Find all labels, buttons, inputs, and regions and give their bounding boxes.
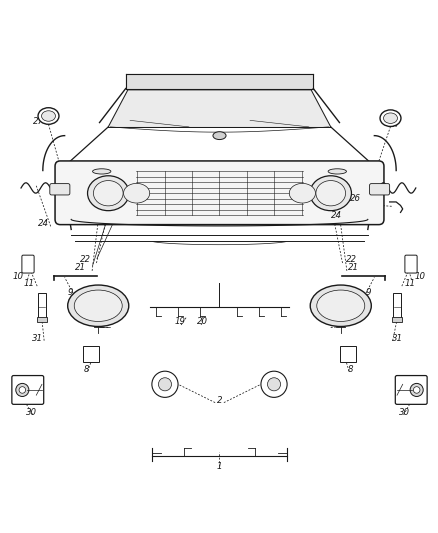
Circle shape <box>260 371 286 398</box>
FancyBboxPatch shape <box>339 346 355 362</box>
Text: 2: 2 <box>216 396 222 405</box>
Circle shape <box>152 371 178 398</box>
FancyBboxPatch shape <box>12 376 44 405</box>
Ellipse shape <box>409 383 422 397</box>
Text: 22: 22 <box>80 255 91 264</box>
FancyBboxPatch shape <box>55 161 383 224</box>
Text: 27: 27 <box>33 117 44 126</box>
Ellipse shape <box>19 386 25 393</box>
Text: 10: 10 <box>414 272 425 280</box>
Text: 9: 9 <box>68 288 73 297</box>
Ellipse shape <box>123 183 149 203</box>
Ellipse shape <box>87 176 129 211</box>
Text: 7: 7 <box>334 320 340 328</box>
Ellipse shape <box>309 176 351 211</box>
Ellipse shape <box>316 290 364 321</box>
Text: 31: 31 <box>391 334 402 343</box>
Text: 30: 30 <box>399 408 410 417</box>
Text: 30: 30 <box>25 408 36 417</box>
Ellipse shape <box>92 169 111 174</box>
Text: 10: 10 <box>13 272 24 280</box>
FancyBboxPatch shape <box>83 346 99 362</box>
Text: 24: 24 <box>330 211 341 220</box>
FancyBboxPatch shape <box>391 317 401 322</box>
FancyBboxPatch shape <box>38 293 46 320</box>
Ellipse shape <box>212 132 226 140</box>
Ellipse shape <box>315 181 345 206</box>
Text: 19: 19 <box>174 317 185 326</box>
FancyBboxPatch shape <box>369 183 389 195</box>
Text: 31: 31 <box>32 334 43 343</box>
Text: 8: 8 <box>84 365 89 374</box>
Text: 9: 9 <box>365 288 370 297</box>
Text: 1: 1 <box>216 462 222 471</box>
Text: 8: 8 <box>347 365 352 374</box>
Ellipse shape <box>383 113 396 124</box>
Text: 27: 27 <box>389 120 400 129</box>
Text: 20: 20 <box>196 317 207 326</box>
Ellipse shape <box>379 110 400 126</box>
Ellipse shape <box>16 383 29 397</box>
FancyBboxPatch shape <box>404 255 416 273</box>
Ellipse shape <box>38 108 59 124</box>
Ellipse shape <box>67 285 128 327</box>
Text: 22: 22 <box>345 255 356 264</box>
FancyBboxPatch shape <box>49 183 70 195</box>
Text: 26: 26 <box>349 195 360 204</box>
Text: 21: 21 <box>75 263 86 272</box>
Text: 11: 11 <box>404 279 415 288</box>
Ellipse shape <box>413 386 419 393</box>
FancyBboxPatch shape <box>37 317 47 322</box>
Polygon shape <box>108 90 330 127</box>
Circle shape <box>158 378 171 391</box>
Ellipse shape <box>93 181 123 206</box>
Ellipse shape <box>289 183 315 203</box>
FancyBboxPatch shape <box>22 255 34 273</box>
Circle shape <box>267 378 280 391</box>
Text: 24: 24 <box>37 219 48 228</box>
FancyBboxPatch shape <box>392 293 400 320</box>
FancyBboxPatch shape <box>394 376 426 405</box>
Text: 21: 21 <box>347 263 358 272</box>
Text: 7: 7 <box>98 320 104 328</box>
Ellipse shape <box>42 111 55 121</box>
Ellipse shape <box>327 169 346 174</box>
Ellipse shape <box>74 290 122 321</box>
Ellipse shape <box>310 285 371 327</box>
Text: 11: 11 <box>23 279 34 288</box>
